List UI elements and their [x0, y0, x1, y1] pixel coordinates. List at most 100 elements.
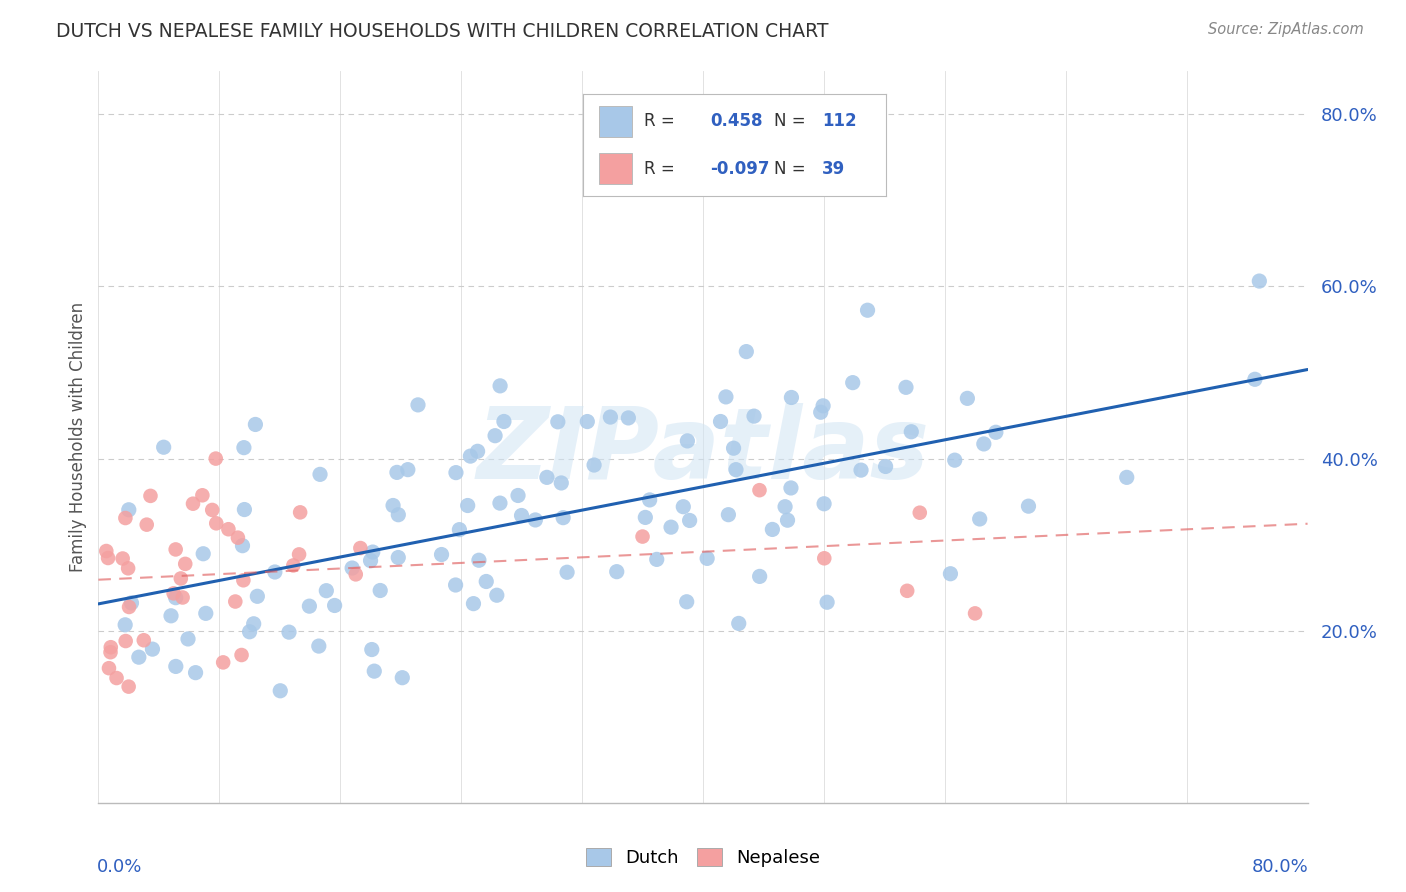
Point	[631, 530, 654, 544]
Point	[553, 510, 575, 524]
Point	[363, 664, 385, 678]
Point	[117, 561, 139, 575]
Text: -0.097: -0.097	[710, 160, 770, 178]
Point	[576, 415, 599, 429]
Text: 80.0%: 80.0%	[1251, 858, 1309, 876]
Text: 0.0%: 0.0%	[97, 858, 142, 876]
Point	[361, 545, 384, 559]
Point	[583, 458, 606, 472]
Point	[387, 508, 409, 522]
Point	[165, 659, 187, 673]
Point	[1017, 499, 1039, 513]
Text: N =: N =	[773, 160, 806, 178]
Point	[638, 492, 661, 507]
Point	[172, 591, 194, 605]
Point	[727, 616, 749, 631]
Point	[396, 463, 419, 477]
Point	[162, 586, 184, 600]
Text: R =: R =	[644, 112, 675, 130]
Point	[709, 415, 731, 429]
Point	[696, 551, 718, 566]
Point	[617, 411, 640, 425]
Point	[742, 409, 765, 424]
Point	[780, 481, 803, 495]
Point	[467, 444, 489, 458]
Point	[841, 376, 863, 390]
Point	[406, 398, 429, 412]
Point	[485, 588, 508, 602]
Point	[810, 405, 832, 419]
Point	[676, 434, 699, 448]
Point	[724, 463, 747, 477]
Text: ZIPatlas: ZIPatlas	[477, 403, 929, 500]
Point	[965, 607, 987, 621]
Point	[121, 596, 143, 610]
Point	[599, 410, 621, 425]
Point	[344, 567, 367, 582]
Point	[368, 583, 391, 598]
Text: 112: 112	[823, 112, 856, 130]
Point	[105, 671, 128, 685]
Point	[510, 508, 533, 523]
Point	[875, 459, 897, 474]
Point	[191, 488, 214, 502]
Point	[468, 553, 491, 567]
Point	[360, 553, 382, 567]
Text: R =: R =	[644, 160, 675, 178]
Point	[315, 583, 337, 598]
Point	[492, 415, 515, 429]
Point	[323, 599, 346, 613]
Point	[943, 453, 966, 467]
Point	[177, 632, 200, 646]
Point	[606, 565, 628, 579]
Text: N =: N =	[773, 112, 806, 130]
Point	[201, 503, 224, 517]
Point	[896, 583, 918, 598]
Point	[761, 523, 783, 537]
Point	[152, 440, 174, 454]
Point	[308, 639, 330, 653]
Point	[813, 551, 835, 566]
Point	[233, 502, 256, 516]
Point	[475, 574, 498, 589]
Point	[506, 488, 529, 502]
Point	[309, 467, 332, 482]
Point	[894, 380, 917, 394]
Point	[269, 683, 291, 698]
Point	[484, 428, 506, 442]
Point	[165, 591, 187, 605]
Point	[391, 671, 413, 685]
Point	[387, 550, 409, 565]
Point	[263, 565, 285, 579]
Point	[298, 599, 321, 614]
Point	[242, 616, 264, 631]
Point	[813, 497, 835, 511]
Point	[748, 569, 770, 583]
Point	[675, 595, 697, 609]
Point	[231, 648, 253, 662]
Point	[969, 512, 991, 526]
Point	[118, 680, 141, 694]
Point	[524, 513, 547, 527]
Point	[288, 548, 311, 562]
Point	[100, 640, 122, 655]
Point	[489, 379, 512, 393]
Point	[174, 557, 197, 571]
Point	[114, 511, 136, 525]
Text: 39: 39	[823, 160, 845, 178]
Point	[283, 558, 305, 573]
Point	[776, 513, 799, 527]
Point	[908, 506, 931, 520]
Point	[118, 599, 141, 614]
Point	[811, 399, 834, 413]
Point	[678, 513, 700, 527]
Point	[536, 470, 558, 484]
Point	[245, 417, 267, 432]
Point	[645, 552, 668, 566]
Point	[224, 594, 246, 608]
Point	[193, 547, 215, 561]
Point	[360, 642, 382, 657]
Point	[634, 510, 657, 524]
Point	[114, 634, 136, 648]
Point	[717, 508, 740, 522]
